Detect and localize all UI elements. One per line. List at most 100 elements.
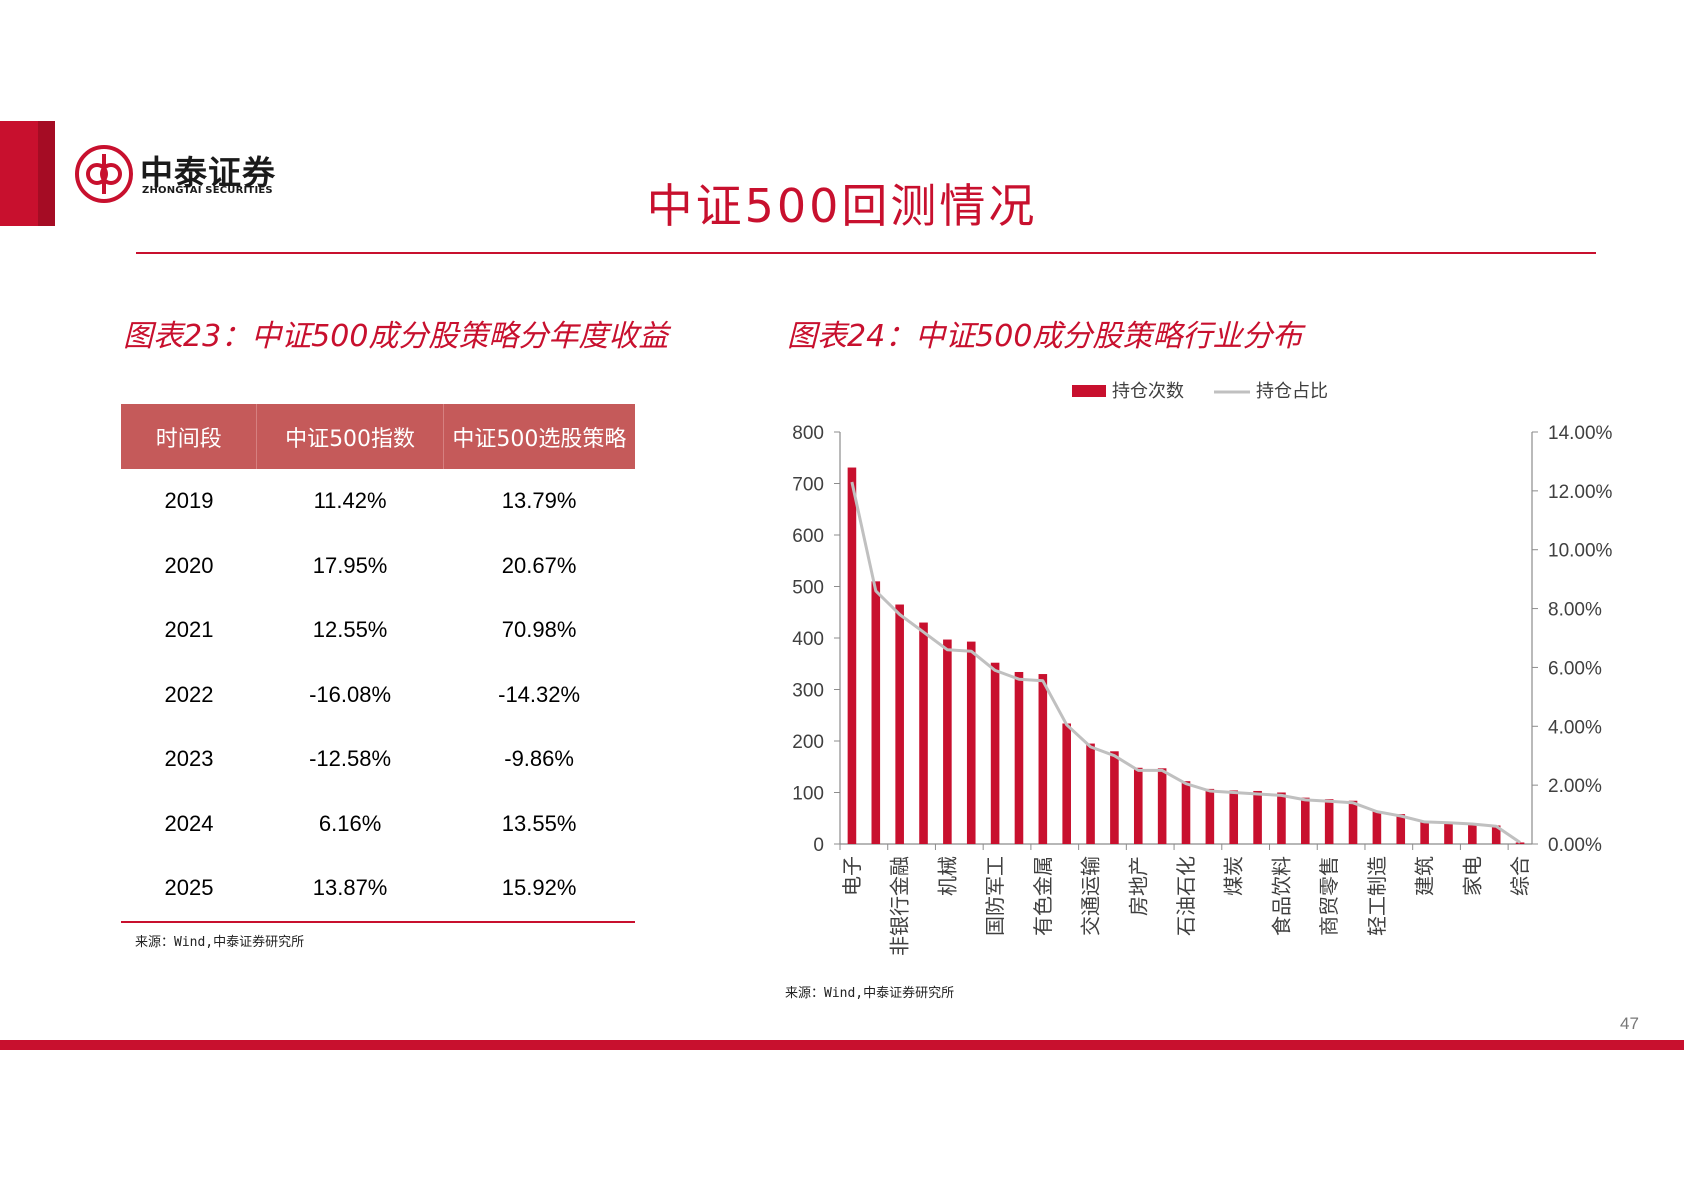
bar-石油石化 [1181,781,1191,844]
x-category-label: 电子 [840,856,864,896]
y-left-tick-label: 700 [792,475,824,496]
bar-电力设备及新能源 [966,641,976,844]
footer-bar [0,1040,1684,1050]
x-category-label: 煤炭 [1222,856,1246,896]
title-divider [136,252,1596,254]
page-number: 47 [1620,1014,1639,1033]
y-left-tick-label: 0 [813,835,824,856]
y-left-tick-label: 200 [792,732,824,753]
bar-纺织服装 [1396,814,1406,844]
x-category-label: 商贸零售 [1317,856,1341,936]
table-header-cell: 时间段 [121,404,257,469]
left-accent-tab-shade [38,121,55,226]
table-row: 2020 17.95% 20.67% [121,534,635,599]
x-category-label: 家电 [1460,856,1484,896]
industry-distribution-chart: 0 100 200 300 400 500 600 700 800 0.00% 2.00% 4.00%… [792,381,1613,956]
table-cell: 20.67% [501,552,577,578]
x-category-label: 综合 [1508,856,1532,896]
y-right-tick-label: 14.00% [1548,423,1613,444]
y-right-tick-label: 10.00% [1548,541,1613,562]
page-title: 中证500回测情况 [646,179,1038,233]
bar-汽车 [1014,671,1024,844]
table-source-note: 来源：Wind,中泰证券研究所 [135,935,305,950]
y-right-tick-label: 2.00% [1548,776,1602,797]
bar-计算机 [871,581,881,844]
y-left-tick-label: 500 [792,578,824,599]
table-cell: 2021 [164,617,214,643]
bar-银行 [1348,800,1358,844]
legend-swatch-bar [1072,385,1106,397]
x-category-label: 交通运输 [1079,856,1103,936]
table-cell: 2022 [164,681,214,707]
chart-source-note: 来源：Wind,中泰证券研究所 [785,986,955,1001]
x-category-label: 有色金属 [1031,856,1055,936]
bar-消费者服务 [1444,821,1453,844]
bar-建筑 [1420,821,1429,844]
y-right-tick-label: 8.00% [1548,600,1602,621]
bar-电力及公用事业 [1205,788,1215,844]
x-category-label: 建筑 [1413,856,1437,896]
table-cell: 6.16% [318,810,382,836]
table-header-row: 时间段 中证500指数 中证500选股策略 [121,404,635,469]
y-left-tick-label: 100 [792,784,824,805]
line-series-share [850,481,1521,844]
y-right-tick-label: 12.00% [1548,482,1613,503]
table-cell: 2019 [164,488,214,514]
table-cell: 17.95% [312,552,388,578]
table-cell: 2020 [164,552,214,578]
x-category-label: 机械 [935,856,959,896]
logo-text-cn: 中泰证券 [140,153,276,192]
bar-通信 [1110,751,1119,844]
bar-建材 [1491,825,1501,844]
table-cell: 70.98% [501,617,577,643]
bar-电子 [847,467,857,844]
x-category-label: 非银行金融 [888,856,912,956]
y-left-tick-label: 400 [792,629,824,650]
table-cell: 13.55% [501,810,577,836]
x-category-label: 轻工制造 [1365,856,1389,936]
bar-机械 [943,639,952,844]
table-cell: 2025 [121,856,257,923]
legend-label-bar: 持仓次数 [1112,381,1184,402]
table-header-cell: 中证500选股策略 [442,404,635,469]
table-cell: 15.92% [443,856,635,923]
bar-食品饮料 [1277,792,1286,844]
table-cell: 13.79% [501,488,577,514]
bar-煤炭 [1229,790,1239,844]
figure-24-caption: 图表24：中证500成分股策略行业分布 [787,319,1303,354]
bar-非银行金融 [895,604,904,844]
table-cell: -14.32% [498,681,581,707]
table-cell: 2023 [164,746,214,772]
table-cell: 11.42% [313,488,387,514]
table-cell: -12.58% [309,746,392,772]
table-cell: -16.08% [309,681,392,707]
bar-有色金属 [1038,674,1048,844]
bar-国防军工 [990,662,1000,844]
table-header-cell: 中证500指数 [256,404,444,469]
legend-label-line: 持仓占比 [1256,381,1328,402]
table-row: 2019 11.42% 13.79% [121,469,635,534]
y-left-tick-label: 300 [792,681,824,702]
bar-传媒 [1157,768,1167,844]
table-row: 2024 6.16% 13.55% [121,792,635,857]
table-cell: 2024 [164,810,214,836]
table-row: 2025 13.87% 15.92% [121,856,635,923]
table-cell: -9.86% [504,746,574,772]
bar-家电 [1468,823,1477,844]
figure-23-caption: 图表23：中证500成分股策略分年度收益 [123,319,669,354]
bar-钢铁 [1253,790,1262,844]
bar-医药 [919,622,928,844]
annual-returns-table: 时间段 中证500指数 中证500选股策略 2019 11.42% 13.79%… [121,404,635,923]
table-row: 2021 12.55% 70.98% [121,598,635,663]
table-row: 2023 -12.58% -9.86% [121,727,635,792]
bar-基础化工 [1062,723,1071,844]
x-category-label: 食品饮料 [1269,856,1293,936]
bar-商贸零售 [1324,799,1334,844]
bar-房地产 [1133,767,1143,844]
logo-text-en: ZHONGTAI SECURITIES [142,185,273,196]
y-left-tick-label: 600 [792,526,824,547]
bar-交通运输 [1086,743,1095,844]
y-right-tick-label: 6.00% [1548,658,1602,679]
y-right-tick-label: 0.00% [1548,835,1602,856]
company-logo-icon [75,145,133,203]
